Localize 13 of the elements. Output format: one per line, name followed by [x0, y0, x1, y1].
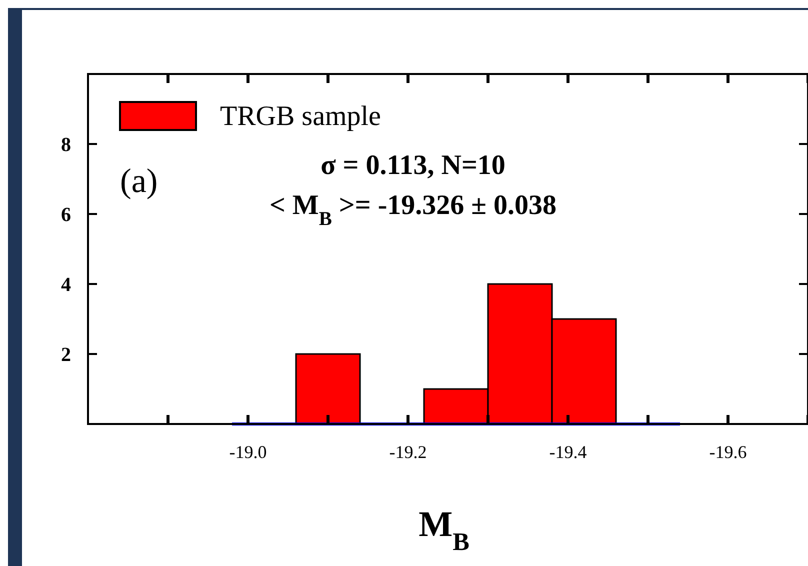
y-tick-label: 4: [61, 274, 71, 296]
legend-label: TRGB sample: [220, 101, 381, 132]
x-tick-label: -19.6: [709, 442, 747, 462]
x-axis-title: M$_{B}$: [418, 504, 470, 556]
y-tick-label: 8: [61, 134, 71, 156]
x-tick-label: -19.0: [229, 442, 267, 462]
x-tick-label: -19.2: [389, 442, 427, 462]
annotation: (a): [120, 163, 158, 200]
y-tick-label: 6: [61, 204, 71, 226]
annotation: σ = 0.113, N=10: [320, 150, 506, 181]
x-tick-label: -19.4: [549, 442, 587, 462]
annotation: < M$_{B}$ >= -19.326 ± 0.038: [269, 190, 557, 230]
y-tick-label: 2: [61, 344, 71, 366]
